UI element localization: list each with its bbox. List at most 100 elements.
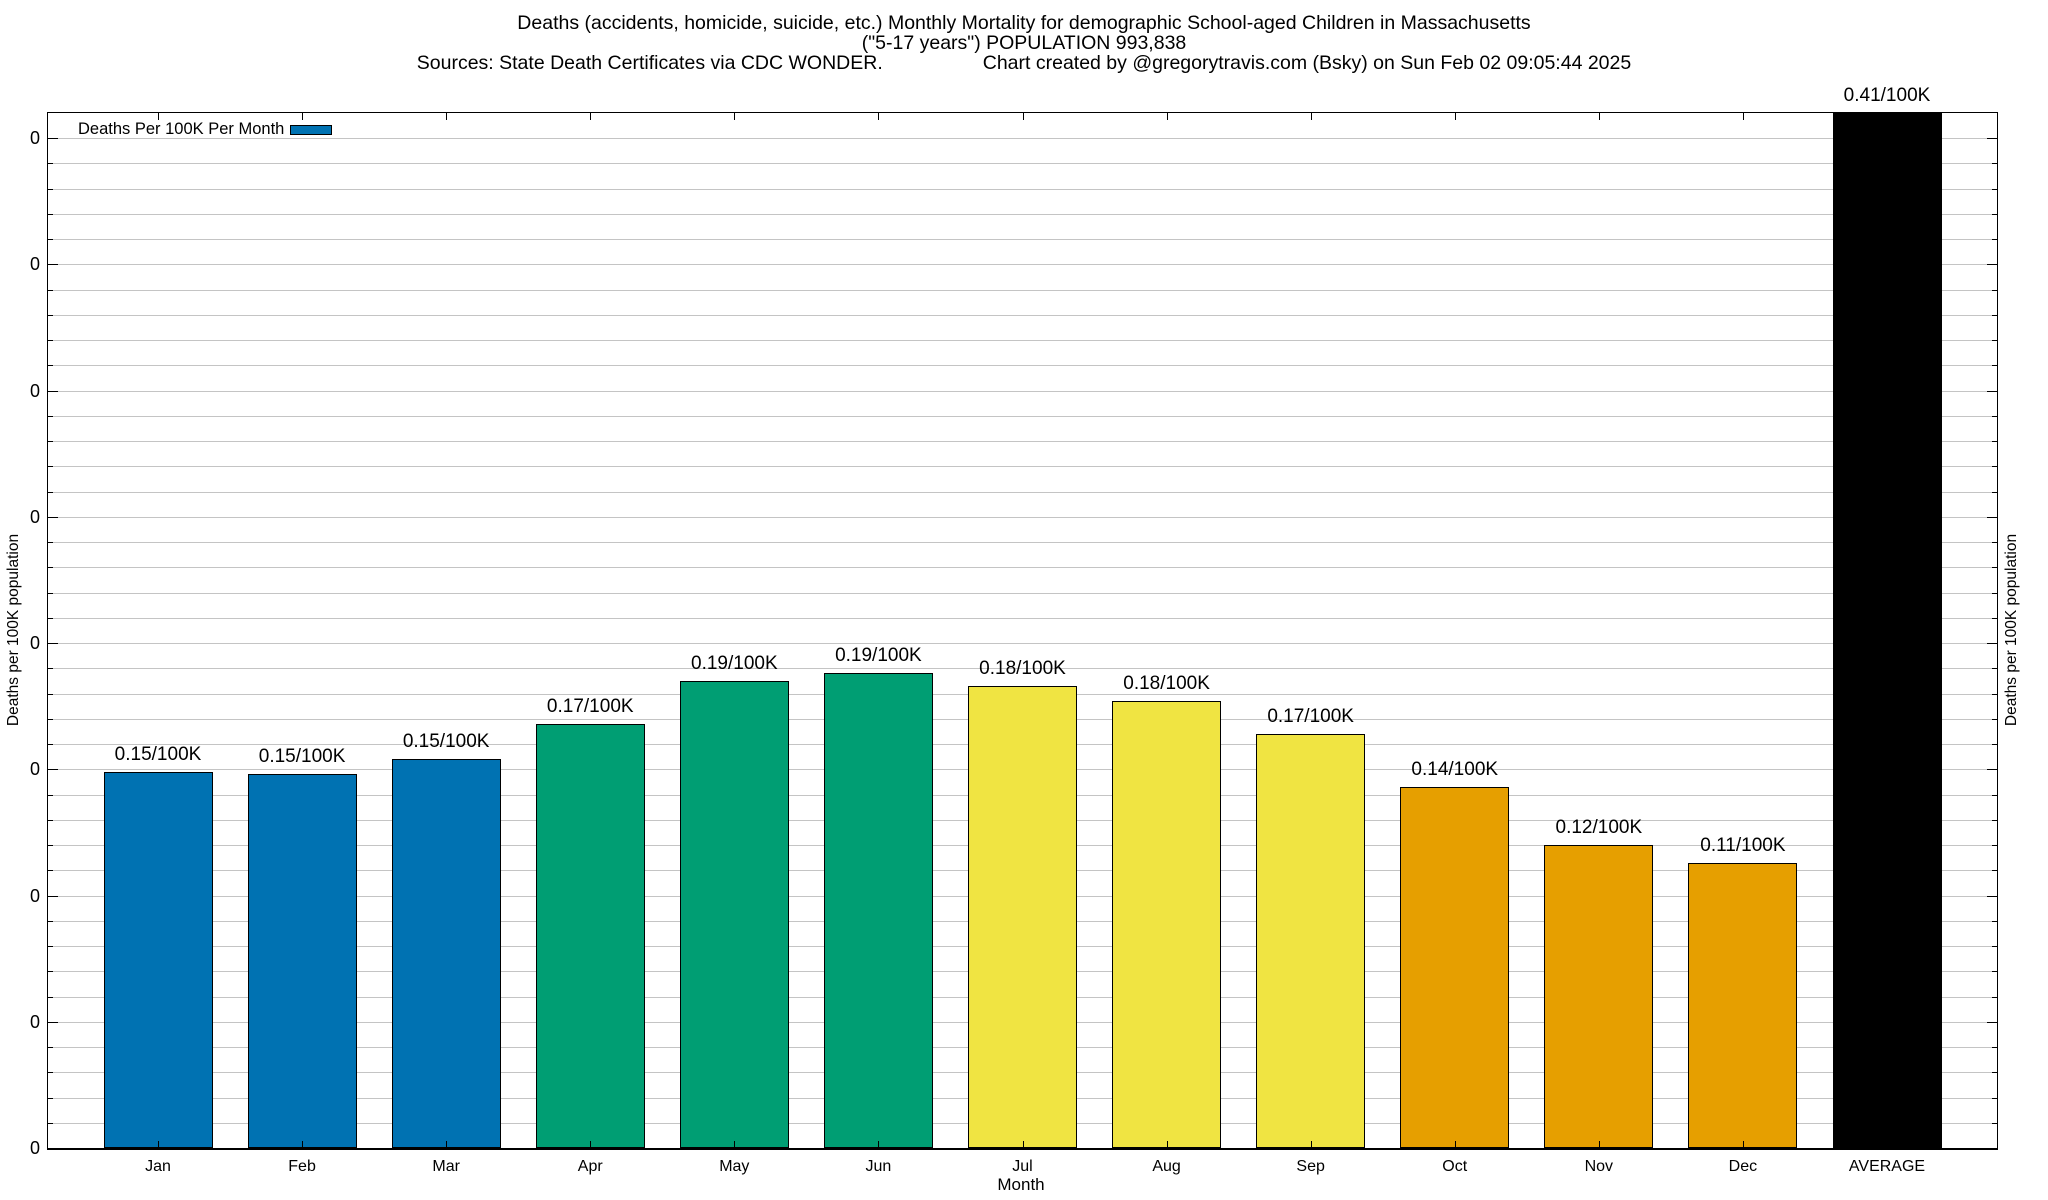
x-tick-bottom	[446, 1141, 448, 1148]
y-tick-left	[48, 693, 53, 695]
y-tick-right	[1987, 769, 1997, 771]
bar-jan	[103, 771, 213, 1148]
y-tick-left	[48, 744, 53, 746]
y-tick-left	[48, 264, 58, 266]
x-tick-top	[734, 113, 736, 120]
x-tick-top	[158, 113, 159, 120]
y-tick-right	[1992, 870, 1997, 872]
bar-aug	[1112, 701, 1222, 1148]
y-tick-right	[1992, 441, 1997, 443]
y-tick-left	[48, 769, 58, 771]
x-tick-top	[590, 113, 592, 120]
x-tick-bottom	[878, 1141, 880, 1148]
gridline	[48, 643, 1997, 645]
y-tick-left	[48, 895, 58, 897]
sources-text: Sources: State Death Certificates via CD…	[416, 52, 883, 74]
x-tick-top	[302, 113, 304, 120]
y-tick-right	[1992, 340, 1997, 342]
bar-apr	[535, 723, 645, 1148]
y-tick-right	[1992, 415, 1997, 417]
y-axis-label-left: Deaths per 100K population	[5, 533, 22, 727]
gridline	[48, 239, 1997, 241]
y-tick-left	[48, 617, 53, 619]
y-tick-left	[48, 213, 53, 215]
y-tick-left	[48, 971, 53, 973]
y-tick-left	[48, 1097, 53, 1099]
x-tick-label-sep: Sep	[1296, 1158, 1325, 1175]
x-tick-bottom	[158, 1141, 159, 1148]
gridline	[48, 567, 1997, 569]
chart-titles: Deaths (accidents, homicide, suicide, et…	[0, 13, 2048, 73]
y-tick-right	[1987, 1021, 1997, 1023]
x-tick-label-may: May	[719, 1158, 750, 1175]
legend: Deaths Per 100K Per Month	[74, 117, 343, 142]
x-tick-bottom	[302, 1141, 304, 1148]
x-tick-label-jul: Jul	[1012, 1158, 1033, 1175]
bar-value-label: 0.11/100K	[1700, 834, 1786, 856]
bar-mar	[391, 759, 501, 1148]
y-tick-left	[48, 946, 53, 948]
x-tick-top	[1310, 113, 1312, 120]
bar-may	[679, 680, 789, 1148]
y-tick-right	[1992, 239, 1997, 241]
y-tick-right	[1992, 996, 1997, 998]
y-tick-label: 0	[29, 1138, 40, 1158]
gridline	[48, 340, 1997, 342]
y-tick-right	[1992, 744, 1997, 746]
gridline	[48, 592, 1997, 594]
y-tick-left	[48, 870, 53, 872]
bar-value-label: 0.15/100K	[114, 743, 202, 765]
y-axis-label-right: Deaths per 100K population	[2003, 533, 2020, 727]
y-tick-left	[48, 643, 58, 645]
y-tick-left	[48, 340, 53, 342]
y-tick-left	[48, 567, 53, 569]
y-tick-right	[1987, 895, 1997, 897]
gridline	[48, 491, 1997, 493]
y-tick-right	[1987, 390, 1997, 392]
y-tick-right	[1992, 466, 1997, 468]
bar-feb	[247, 774, 357, 1148]
y-tick-right	[1992, 920, 1997, 922]
y-tick-left	[48, 289, 53, 291]
y-tick-left	[48, 441, 53, 443]
y-tick-right	[1987, 264, 1997, 266]
y-tick-right	[1992, 1097, 1997, 1099]
x-tick-top	[1166, 113, 1168, 120]
bar-value-label: 0.15/100K	[402, 731, 490, 753]
y-tick-left	[48, 1047, 53, 1049]
gridline	[48, 188, 1997, 190]
x-tick-top	[1598, 113, 1600, 120]
y-tick-left	[48, 794, 53, 796]
y-tick-left	[48, 920, 53, 922]
y-tick-label: 0	[29, 254, 40, 275]
y-tick-left	[48, 239, 53, 241]
y-tick-label: 0	[29, 380, 40, 401]
y-tick-right	[1992, 946, 1997, 948]
gridline	[48, 415, 1997, 417]
x-tick-top	[1887, 113, 1888, 120]
y-tick-right	[1992, 1122, 1997, 1124]
x-tick-label-average: AVERAGE	[1848, 1158, 1926, 1175]
y-tick-left	[48, 996, 53, 998]
y-tick-right	[1987, 516, 1997, 518]
y-tick-right	[1992, 188, 1997, 190]
bar-value-label: 0.17/100K	[1267, 706, 1354, 727]
y-tick-right	[1992, 1072, 1997, 1074]
y-tick-right	[1992, 718, 1997, 720]
x-tick-top	[1454, 113, 1456, 120]
chart-title-line3: Sources: State Death Certificates via CD…	[0, 53, 2048, 73]
y-tick-right	[1992, 1047, 1997, 1049]
y-tick-right	[1992, 491, 1997, 493]
gridline	[48, 466, 1997, 468]
y-tick-left	[48, 542, 53, 544]
bar-value-label: 0.12/100K	[1555, 817, 1643, 839]
plot-area: Deaths Per 100K Per Month 0 0 0 0 0 0 0 0 0 0.15/…	[30, 85, 1998, 1175]
y-tick-left	[48, 188, 53, 190]
y-tick-right	[1987, 138, 1997, 140]
gridline	[48, 516, 1997, 518]
y-tick-left	[48, 390, 58, 392]
bar-oct	[1400, 787, 1510, 1148]
y-tick-left	[48, 668, 53, 670]
x-tick-label-feb: Feb	[288, 1158, 316, 1175]
bar-value-label: 0.18/100K	[1123, 673, 1210, 695]
